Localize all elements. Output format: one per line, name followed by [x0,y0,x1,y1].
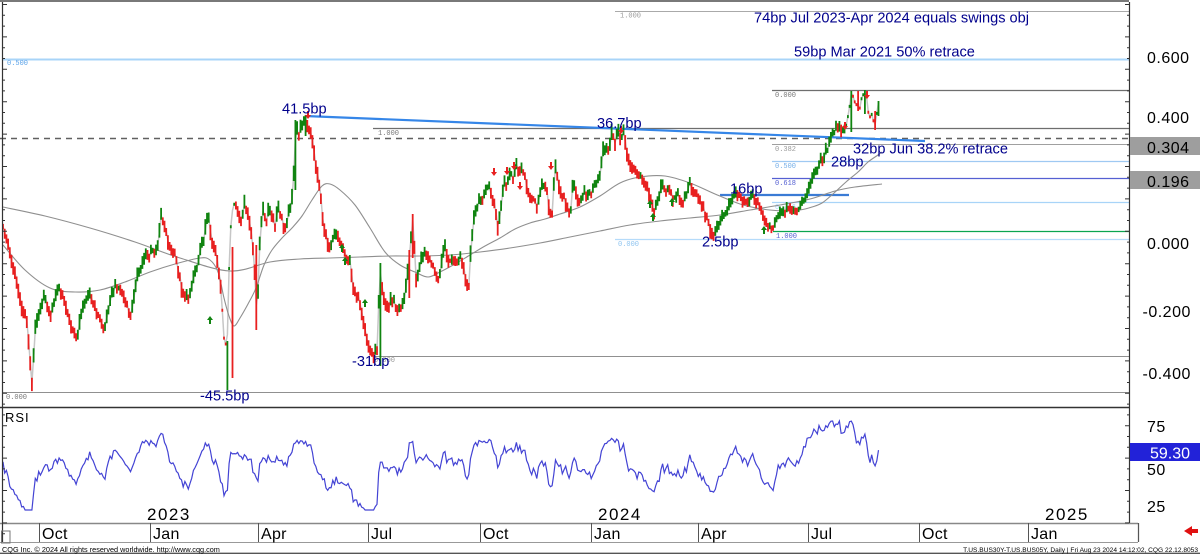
svg-text:59.30: 59.30 [1150,446,1190,463]
svg-text:Jan: Jan [594,526,621,543]
svg-text:36.7bp: 36.7bp [597,116,642,132]
svg-text:50: 50 [1147,462,1166,479]
svg-text:Oct: Oct [42,526,68,543]
svg-text:0.618: 0.618 [775,180,796,188]
svg-text:0.382: 0.382 [775,146,796,154]
svg-text:0.600: 0.600 [1147,50,1190,67]
svg-text:0.000: 0.000 [1147,236,1190,253]
svg-text:0.786: 0.786 [775,204,796,212]
svg-text:Oct: Oct [483,526,509,543]
svg-text:RSI: RSI [5,410,30,425]
svg-text:75: 75 [1147,419,1166,436]
svg-text:0.304: 0.304 [1147,140,1190,157]
svg-text:0.000: 0.000 [775,92,796,100]
svg-text:0.000: 0.000 [374,357,395,365]
svg-text:1.000: 1.000 [378,130,399,138]
svg-text:-0.400: -0.400 [1143,366,1191,383]
svg-text:1.000: 1.000 [620,13,641,21]
svg-text:0.500: 0.500 [7,60,28,68]
svg-text:0.000: 0.000 [6,394,27,402]
svg-text:CQG Inc. © 2024 All rights res: CQG Inc. © 2024 All rights reserved worl… [2,545,220,554]
svg-text:2.5bp: 2.5bp [702,235,739,251]
svg-text:59bp Mar 2021 50% retrace: 59bp Mar 2021 50% retrace [794,45,975,61]
svg-text:2024: 2024 [598,505,642,524]
svg-text:Jan: Jan [153,526,180,543]
svg-text:Jul: Jul [811,526,832,543]
svg-text:Apr: Apr [701,526,727,543]
svg-text:T.US.BUS30Y-T.US.BUS05Y, Daily: T.US.BUS30Y-T.US.BUS05Y, Daily | Fri Aug… [963,547,1198,554]
svg-text:Oct: Oct [922,526,948,543]
svg-text:1.000: 1.000 [776,233,797,241]
svg-text:74bp Jul 2023-Apr 2024 equals: 74bp Jul 2023-Apr 2024 equals swings obj [754,11,1029,27]
svg-text:0.000: 0.000 [618,241,639,249]
svg-text:Jan: Jan [1031,526,1058,543]
svg-text:0.400: 0.400 [1147,110,1190,127]
svg-text:25: 25 [1147,499,1166,516]
svg-text:0.500: 0.500 [775,163,796,171]
svg-text:-0.200: -0.200 [1143,304,1191,321]
svg-text:28bp: 28bp [831,155,863,171]
svg-text:2025: 2025 [1045,505,1089,524]
svg-text:2023: 2023 [147,505,191,524]
svg-text:16bp: 16bp [730,182,762,198]
svg-text:-45.5bp: -45.5bp [200,389,250,405]
svg-text:Jul: Jul [371,526,392,543]
svg-text:32bp Jun 38.2% retrace: 32bp Jun 38.2% retrace [853,142,1008,158]
svg-text:Apr: Apr [261,526,287,543]
svg-text:-31bp: -31bp [352,354,389,370]
svg-text:0.196: 0.196 [1147,174,1190,191]
svg-text:41.5bp: 41.5bp [282,102,327,118]
